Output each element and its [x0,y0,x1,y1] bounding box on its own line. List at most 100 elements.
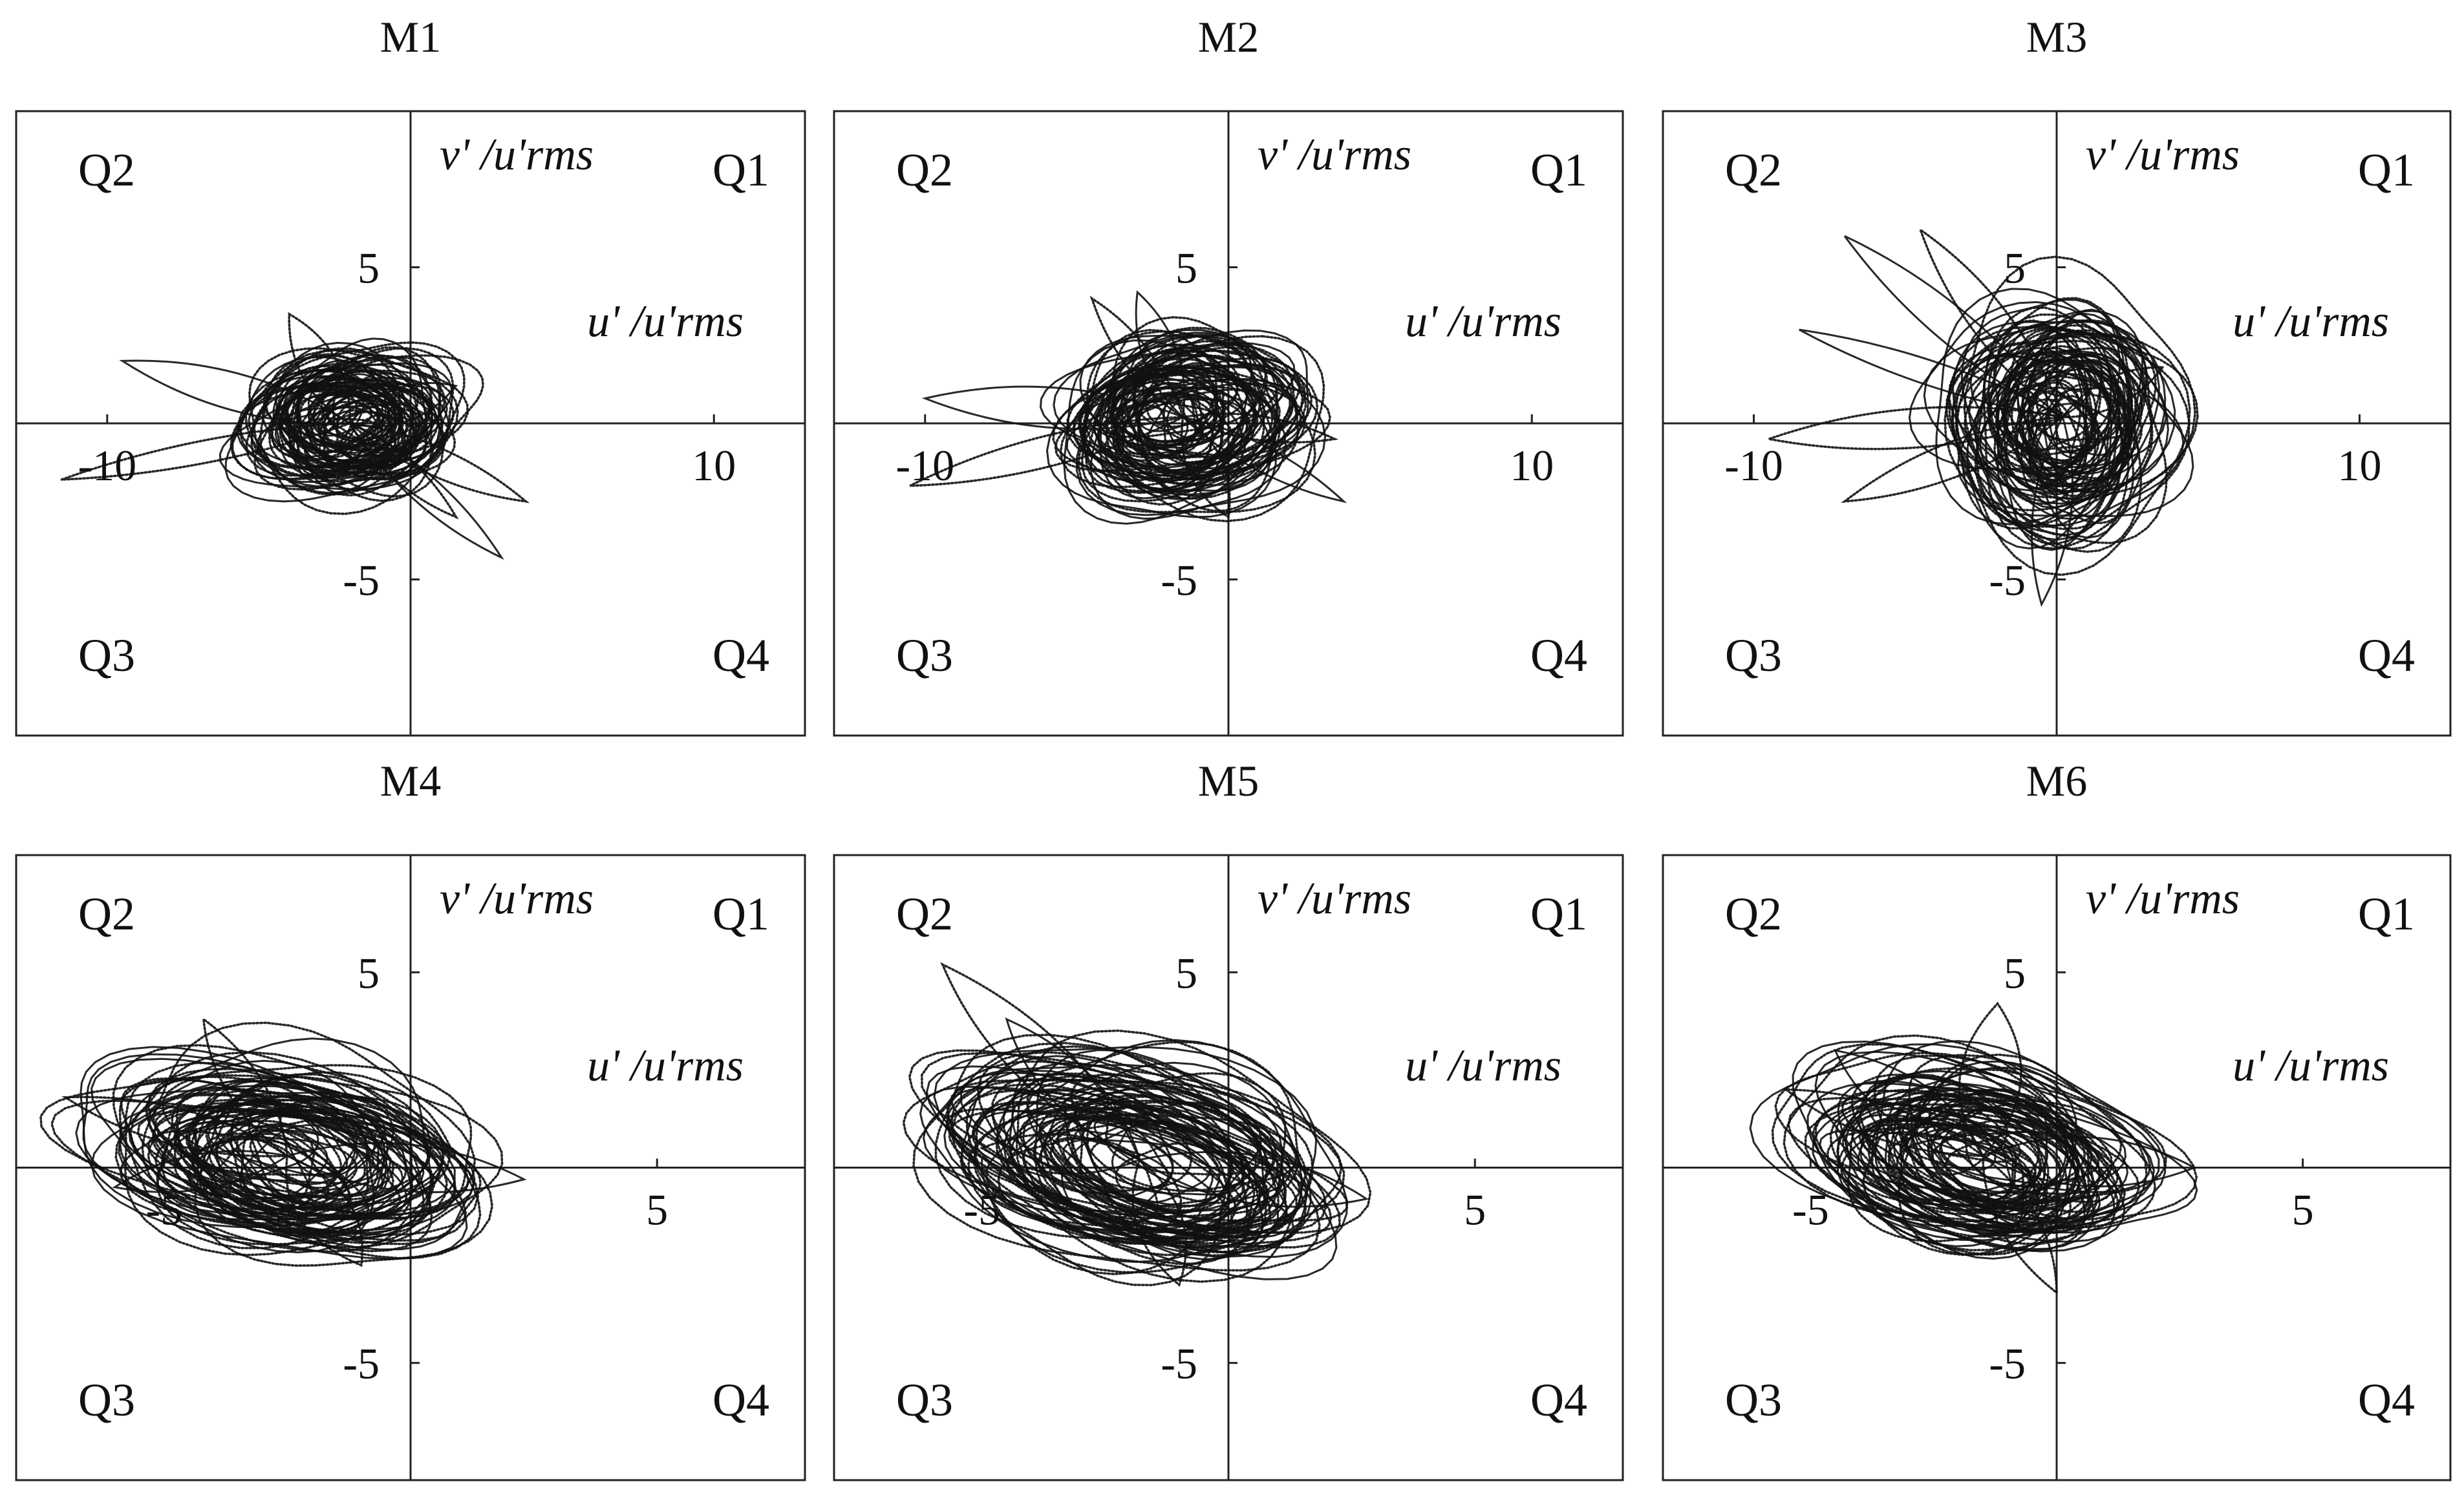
trajectory-loop [1955,354,2131,530]
trajectory-excursion [1841,416,2064,504]
x-axis-label: u' /u'rms [2233,1041,2389,1091]
trajectory-loop [1162,387,1259,464]
trajectory-loop [1106,382,1197,457]
trajectory-loop [129,1059,389,1211]
trajectory-loop [1928,1092,2123,1202]
trajectory-loop [1025,1075,1262,1209]
trajectory-excursion [1958,1001,2022,1158]
trajectory-loop [1100,371,1217,447]
y-axis-label: v' /u'rms [440,874,594,924]
trajectory-loop [1834,1094,2101,1224]
trajectory-cloud [902,962,1372,1287]
trajectory-excursion [1833,1049,1984,1157]
y-tick-label: 5 [2004,244,2026,293]
quadrant-label-q2: Q2 [896,888,953,940]
quadrant-label-q3: Q3 [1725,1374,1782,1426]
quadrant-label-q2: Q2 [1725,144,1782,196]
trajectory-loop [50,1099,434,1253]
trajectory-loop [191,1098,367,1203]
trajectory-excursion [1182,416,1347,504]
trajectory-loop [1997,359,2185,527]
trajectory-excursion [1843,235,2064,418]
quadrant-label-q3: Q3 [78,1374,135,1426]
trajectory-excursion [119,359,351,425]
y-tick-label: -5 [1989,1339,2026,1388]
trajectory-excursion [348,382,458,428]
trajectory-loop [1071,1112,1307,1257]
trajectory-excursion [921,385,1184,430]
trajectory-excursion [61,422,351,481]
quadrant-label-q4: Q4 [712,1374,769,1426]
trajectory-excursion [940,962,1141,1161]
trajectory-loop [1010,1104,1248,1248]
trajectory-loop [1039,341,1296,469]
trajectory-cloud [909,290,1347,525]
trajectory-excursion [1005,1017,1141,1161]
trajectory-excursion [1139,1150,1369,1208]
trajectory-excursion [2031,416,2073,608]
trajectory-loop [1982,313,2191,550]
trajectory-loop [1947,332,2157,500]
trajectory-loop [912,1041,1321,1272]
trajectory-loop [1787,1096,2081,1252]
trajectory-loop [1075,1092,1292,1213]
trajectory-loop [277,346,455,476]
trajectory-loop [1062,1138,1214,1214]
y-tick-label: 5 [1175,244,1197,293]
trajectory-loop [1049,1101,1288,1235]
trajectory-loop [1048,1116,1282,1235]
panel-title: M6 [2026,756,2087,805]
panel-title: M2 [1198,12,1259,61]
trajectory-excursion [1799,328,2064,418]
trajectory-cloud [1749,1001,2198,1295]
trajectory-excursion [1982,1154,2058,1295]
trajectory-excursion [1918,226,2064,419]
x-tick-label: -10 [1724,441,1783,490]
trajectory-loop [1075,328,1327,516]
quadrant-label-q1: Q1 [2358,144,2415,196]
trajectory-loop [1862,1116,2048,1227]
trajectory-loop [1850,1074,2086,1212]
trajectory-loop [185,1080,359,1176]
quadrant-label-q1: Q1 [1530,144,1587,196]
trajectory-excursion [1782,1088,1984,1158]
y-tick-label: 5 [2004,948,2026,997]
y-tick-label: -5 [343,556,380,605]
trajectory-loop [925,1065,1307,1246]
trajectory-loop [1955,255,2196,512]
trajectory-loop [296,376,444,497]
quadrant-label-q4: Q4 [2358,1374,2415,1426]
trajectory-loop [1037,1087,1341,1249]
trajectory-loop [1935,288,2176,525]
trajectory-cloud [1764,226,2199,608]
x-tick-label: 10 [2337,441,2381,490]
trajectory-loop [80,1046,456,1228]
quadrant-label-q2: Q2 [78,888,135,940]
trajectory-excursion [1181,412,1339,444]
y-axis-label: v' /u'rms [1258,874,1411,924]
y-axis-label: v' /u'rms [1258,130,1411,180]
trajectory-loop [305,384,433,452]
trajectory-loop [270,381,385,459]
trajectory-loop [2017,332,2167,539]
trajectory-loop [145,1076,451,1236]
trajectory-loop [1792,1040,2156,1242]
trajectory-loop [112,1044,433,1249]
trajectory-loop [147,1129,336,1215]
quadrant-label-q3: Q3 [78,630,135,681]
trajectory-loop [1887,1092,2079,1207]
trajectory-loop [1078,366,1291,500]
trajectory-excursion [202,1016,289,1158]
panel-title: M3 [2026,12,2087,61]
y-tick-label: -5 [1161,1339,1197,1388]
quadrant-label-q2: Q2 [78,144,135,196]
quadrant-label-q2: Q2 [896,144,953,196]
trajectory-loop [2026,360,2126,462]
trajectory-excursion [348,422,459,520]
trajectory-loop [238,379,431,496]
x-axis-label: u' /u'rms [2233,297,2389,346]
y-tick-label: 5 [1175,948,1197,997]
